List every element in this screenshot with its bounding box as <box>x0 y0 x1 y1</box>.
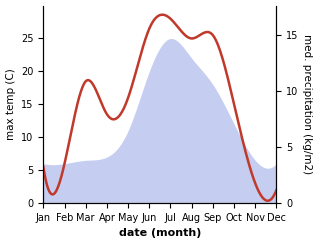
Y-axis label: med. precipitation (kg/m2): med. precipitation (kg/m2) <box>302 34 313 174</box>
Y-axis label: max temp (C): max temp (C) <box>5 69 16 140</box>
X-axis label: date (month): date (month) <box>119 228 201 238</box>
